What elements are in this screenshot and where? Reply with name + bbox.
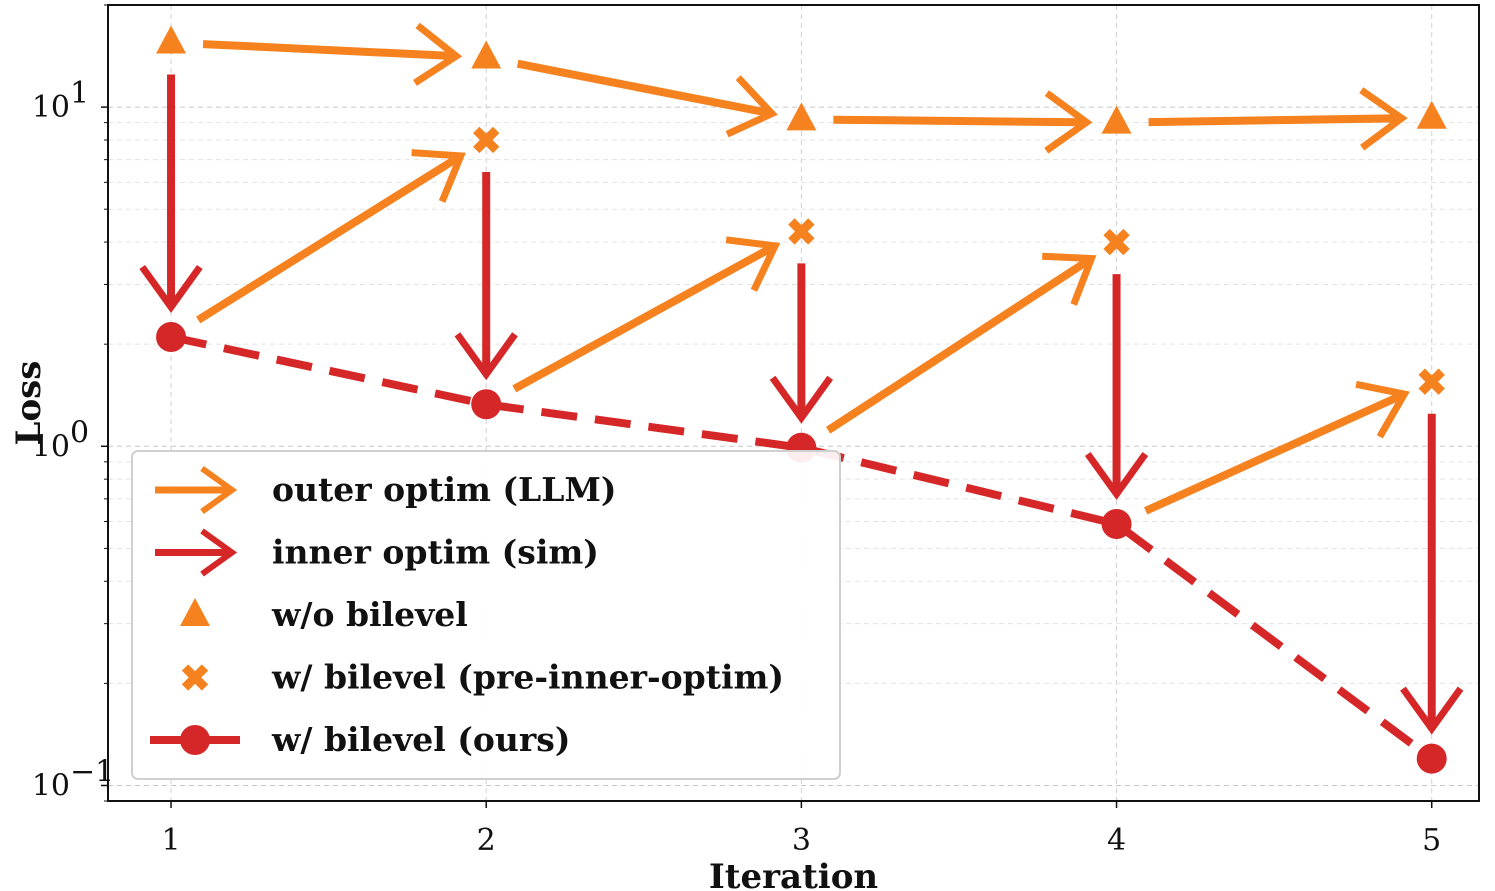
legend-arrow-icon (155, 528, 238, 577)
legend-label: w/ bilevel (ours) (271, 720, 570, 759)
legend-item: w/ bilevel (ours) (150, 720, 570, 759)
outer-optim-arrow (512, 236, 781, 393)
outer-optim-arrow (196, 149, 466, 324)
x-tick-label: 4 (1107, 823, 1126, 858)
x-marker (1418, 368, 1445, 395)
legend-x-icon (181, 664, 209, 691)
outer-optim-arrow (1144, 380, 1410, 515)
arrow-shaft (202, 40, 454, 60)
triangle-marker (156, 25, 187, 54)
y-tick-label: 10 (32, 90, 70, 125)
x-marker (788, 218, 815, 245)
arrow-head (411, 149, 466, 203)
legend-label: w/o bilevel (271, 595, 468, 634)
arrow-head (1355, 380, 1410, 439)
series-line (170, 333, 1435, 762)
circle-marker (156, 321, 187, 352)
arrow-shaft (825, 256, 1092, 434)
series-triangle (156, 25, 1447, 134)
inner-optim-arrow (769, 263, 834, 424)
inner-optim-arrow (1084, 274, 1149, 501)
x-marker (473, 126, 500, 154)
x-axis-label: Iteration (709, 857, 878, 891)
x-marker-stroke (788, 218, 815, 245)
triangle-marker (1101, 105, 1132, 134)
outer-optim-arrow (1148, 87, 1408, 151)
legend-label: w/ bilevel (pre-inner-optim) (271, 658, 784, 697)
legend-item: w/o bilevel (180, 595, 468, 634)
inner-optim-arrows (139, 74, 1464, 735)
arrow-head (139, 264, 203, 313)
series-x (473, 126, 1445, 395)
circle-marker (1101, 509, 1132, 540)
arrow-head (1400, 686, 1464, 735)
outer-optim-arrow (202, 22, 463, 86)
arrow-shaft (1144, 391, 1404, 515)
legend-arrow-icon (155, 465, 238, 515)
legend-triangle-icon (180, 598, 210, 626)
arrow-shaft (516, 59, 770, 117)
outer-optim-arrow (516, 59, 778, 138)
triangle-marker (471, 40, 502, 69)
y-tick-exponent: 0 (70, 415, 89, 450)
arrow-head (1042, 252, 1097, 306)
arrow-head (413, 22, 463, 86)
outer-optim-arrow (825, 252, 1097, 434)
y-tick-label: 10 (32, 429, 70, 464)
arrow-head (1359, 87, 1408, 151)
outer-optim-arrows (196, 22, 1410, 515)
legend-label: outer optim (LLM) (272, 470, 617, 509)
legend-circle-icon (180, 725, 210, 755)
x-marker (1103, 228, 1130, 256)
y-tick-exponent: 1 (70, 76, 89, 111)
circle-marker (471, 389, 502, 420)
legend-label: inner optim (sim) (272, 533, 599, 572)
x-tick-label: 3 (792, 823, 811, 858)
circle-marker (1416, 743, 1447, 774)
x-marker-stroke (473, 126, 500, 154)
legend-item: inner optim (sim) (155, 528, 599, 577)
legend: outer optim (LLM) inner optim (sim) w/o bi… (131, 450, 841, 780)
arrow-shaft (512, 243, 775, 393)
arrow-head (1044, 90, 1093, 154)
x-marker-stroke (1418, 368, 1445, 395)
triangle-marker (1416, 100, 1447, 129)
arrow-head (725, 75, 778, 138)
arrow-head (200, 528, 238, 577)
inner-optim-arrow (139, 74, 203, 313)
outer-optim-arrow (833, 90, 1093, 154)
legend-box (131, 450, 841, 780)
y-axis-label: Loss (9, 361, 49, 446)
arrow-head (769, 375, 834, 424)
arrow-head (725, 236, 781, 292)
plot-frame (107, 4, 1480, 802)
arrow-head (1084, 451, 1149, 501)
legend-item: outer optim (LLM) (155, 465, 617, 515)
x-marker-stroke (1103, 228, 1130, 256)
x-tick-label: 2 (477, 823, 496, 858)
arrow-shaft (196, 154, 461, 324)
legend-item: w/ bilevel (pre-inner-optim) (181, 658, 784, 697)
inner-optim-arrow (1400, 413, 1464, 735)
arrow-head (200, 465, 238, 515)
y-tick-exponent: −1 (70, 754, 114, 789)
x-tick-label: 5 (1422, 823, 1441, 858)
series-layer (156, 25, 1447, 774)
y-tick-label: 10 (32, 768, 70, 803)
triangle-marker (786, 102, 817, 131)
x-marker-stroke (181, 664, 209, 691)
arrow-head (454, 332, 518, 381)
inner-optim-arrow (454, 171, 518, 381)
x-tick-label: 1 (161, 823, 180, 858)
arrow-shaft (1148, 114, 1399, 127)
arrow-shaft (833, 115, 1084, 127)
